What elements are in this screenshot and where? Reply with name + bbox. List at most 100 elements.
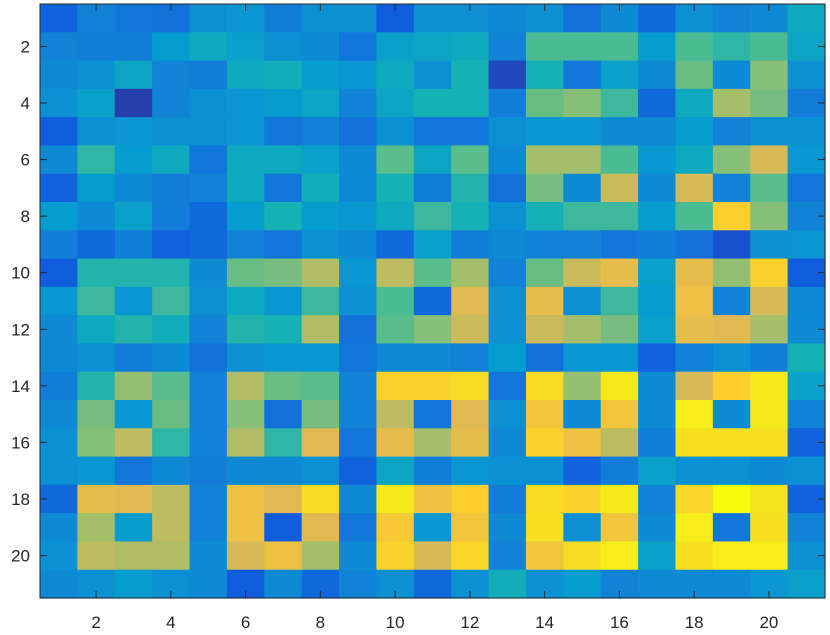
heatmap-cell-r15-c3 [114,400,153,429]
heatmap-cell-r16-c7 [264,428,303,458]
heatmap-cell-r16-c11 [413,428,452,458]
heatmap-cell-r16-c5 [189,428,228,458]
heatmap-cell-r20-c7 [264,541,303,571]
heatmap-cell-r9-c1 [40,230,78,260]
heatmap-cell-r17-c6 [226,456,265,486]
heatmap-cell-r5-c13 [488,117,527,147]
heatmap-cell-r11-c3 [114,286,153,316]
heatmap-cell-r3-c19 [712,60,751,90]
heatmap-cell-r18-c6 [226,484,265,514]
heatmap-cell-r8-c3 [114,202,153,231]
heatmap-cell-r2-c19 [712,32,751,62]
heatmap-cell-r11-c10 [376,286,415,316]
heatmap-cell-r8-c16 [600,202,639,231]
heatmap-cell-r3-c1 [40,60,78,90]
heatmap-cell-r14-c18 [675,371,714,401]
heatmap-cell-r18-c16 [600,484,639,514]
heatmap-cell-r12-c7 [264,315,303,345]
heatmap-cell-r20-c15 [563,541,602,571]
heatmap-cell-r6-c6 [226,145,265,175]
heatmap-cell-r7-c6 [226,173,265,203]
heatmap-cell-r5-c14 [525,117,564,147]
heatmap-cell-r15-c20 [750,400,789,429]
heatmap-cell-r9-c13 [488,230,527,260]
heatmap-cell-r3-c16 [600,60,639,90]
heatmap-cell-r8-c14 [525,202,564,231]
heatmap-cell-r12-c9 [339,315,378,345]
heatmap-cell-r16-c14 [525,428,564,458]
heatmap-cell-r17-c9 [339,456,378,486]
heatmap-cell-r21-c3 [114,569,153,599]
heatmap-cell-r6-c12 [451,145,490,175]
heatmap-cell-r12-c10 [376,315,415,345]
heatmap-cell-r6-c5 [189,145,228,175]
heatmap-cell-r19-c7 [264,513,303,543]
heatmap-cell-r15-c19 [712,400,751,429]
heatmap-cell-r3-c20 [750,60,789,90]
heatmap-cell-r19-c9 [339,513,378,543]
heatmap-cell-r20-c8 [301,541,340,571]
heatmap-cell-r12-c13 [488,315,527,345]
heatmap-cell-r6-c14 [525,145,564,175]
heatmap-cell-r17-c11 [413,456,452,486]
heatmap-cell-r4-c12 [451,88,490,118]
heatmap-cell-r14-c6 [226,371,265,401]
heatmap-cell-r7-c5 [189,173,228,203]
heatmap-cell-r6-c11 [413,145,452,175]
heatmap-cell-r11-c20 [750,286,789,316]
heatmap-cell-r1-c7 [264,4,303,33]
heatmap-cell-r4-c16 [600,88,639,118]
heatmap-cell-r13-c4 [152,343,191,373]
heatmap-cell-r16-c19 [712,428,751,458]
heatmap-cell-r5-c11 [413,117,452,147]
heatmap-cell-r19-c4 [152,513,191,543]
heatmap-cell-r6-c2 [77,145,116,175]
heatmap-cell-r2-c4 [152,32,191,62]
heatmap-cell-r6-c16 [600,145,639,175]
heatmap-cell-r15-c6 [226,400,265,429]
heatmap-cell-r6-c18 [675,145,714,175]
heatmap-cell-r9-c2 [77,230,116,260]
heatmap-cell-r11-c6 [226,286,265,316]
heatmap-cell-r4-c10 [376,88,415,118]
heatmap-cell-r10-c19 [712,258,751,288]
heatmap-cell-r11-c8 [301,286,340,316]
heatmap-cell-r4-c9 [339,88,378,118]
heatmap-cell-r5-c6 [226,117,265,147]
heatmap-cell-r12-c16 [600,315,639,345]
heatmap-cell-r5-c4 [152,117,191,147]
heatmap-cell-r13-c20 [750,343,789,373]
heatmap-cell-r5-c1 [40,117,78,147]
heatmap-cell-r10-c18 [675,258,714,288]
heatmap-cell-r10-c6 [226,258,265,288]
heatmap-cell-r7-c1 [40,173,78,203]
heatmap-cell-r8-c15 [563,202,602,231]
heatmap-cell-r18-c13 [488,484,527,514]
heatmap-cell-r19-c14 [525,513,564,543]
heatmap-cell-r19-c16 [600,513,639,543]
heatmap-cell-r13-c9 [339,343,378,373]
heatmap-cell-r16-c16 [600,428,639,458]
heatmap-cell-r7-c12 [451,173,490,203]
heatmap-cell-r17-c17 [638,456,677,486]
heatmap-cell-r15-c12 [451,400,490,429]
heatmap-cell-r12-c20 [750,315,789,345]
heatmap-cell-r2-c8 [301,32,340,62]
heatmap-cell-r8-c8 [301,202,340,231]
heatmap-cell-r8-c13 [488,202,527,231]
heatmap-cell-r17-c16 [600,456,639,486]
heatmap-cell-r10-c17 [638,258,677,288]
heatmap-cell-r2-c3 [114,32,153,62]
heatmap-cell-r5-c10 [376,117,415,147]
heatmap-cell-r14-c8 [301,371,340,401]
heatmap-cell-r6-c7 [264,145,303,175]
x-axis-tick-labels: 2 4 6 8 10 12 14 16 18 20 [91,613,778,632]
y-tick-label: 2 [21,37,30,56]
heatmap-cell-r20-c14 [525,541,564,571]
heatmap-cell-r7-c21 [787,173,826,203]
heatmap-cell-r3-c12 [451,60,490,90]
heatmap-cell-r21-c7 [264,569,303,599]
heatmap-cell-r2-c14 [525,32,564,62]
x-tick-label: 20 [759,613,778,632]
heatmap-cell-r7-c18 [675,173,714,203]
